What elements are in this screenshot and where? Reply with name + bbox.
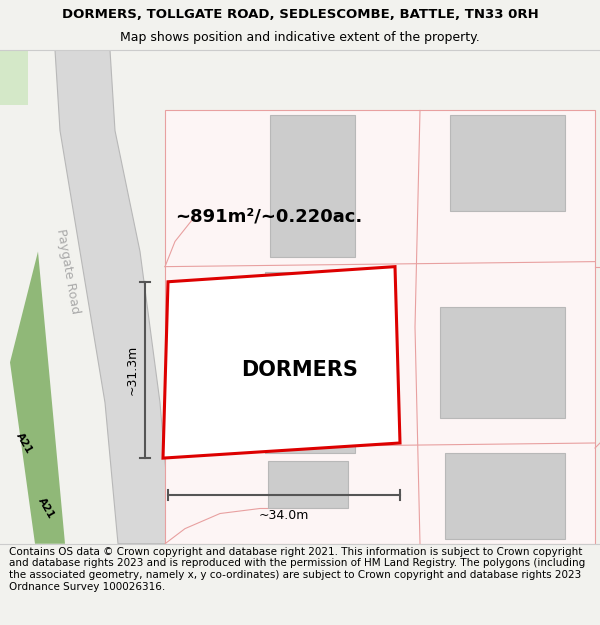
Text: DORMERS: DORMERS — [242, 361, 358, 381]
Polygon shape — [445, 453, 565, 539]
Text: Paygate Road: Paygate Road — [54, 228, 82, 315]
Polygon shape — [10, 251, 65, 544]
Text: ~34.0m: ~34.0m — [259, 509, 309, 522]
Polygon shape — [265, 272, 355, 453]
Text: Map shows position and indicative extent of the property.: Map shows position and indicative extent… — [120, 31, 480, 44]
Text: A21: A21 — [14, 431, 34, 455]
Polygon shape — [165, 111, 595, 544]
Text: ~891m²/~0.220ac.: ~891m²/~0.220ac. — [175, 208, 362, 225]
Polygon shape — [450, 116, 565, 211]
Polygon shape — [0, 50, 28, 106]
Polygon shape — [268, 461, 348, 509]
Polygon shape — [55, 50, 172, 544]
Text: Contains OS data © Crown copyright and database right 2021. This information is : Contains OS data © Crown copyright and d… — [9, 547, 585, 592]
Text: A21: A21 — [36, 496, 56, 521]
Text: DORMERS, TOLLGATE ROAD, SEDLESCOMBE, BATTLE, TN33 0RH: DORMERS, TOLLGATE ROAD, SEDLESCOMBE, BAT… — [62, 8, 538, 21]
Polygon shape — [440, 307, 565, 418]
Text: ~31.3m: ~31.3m — [126, 345, 139, 395]
Polygon shape — [270, 116, 355, 257]
Polygon shape — [163, 267, 400, 458]
